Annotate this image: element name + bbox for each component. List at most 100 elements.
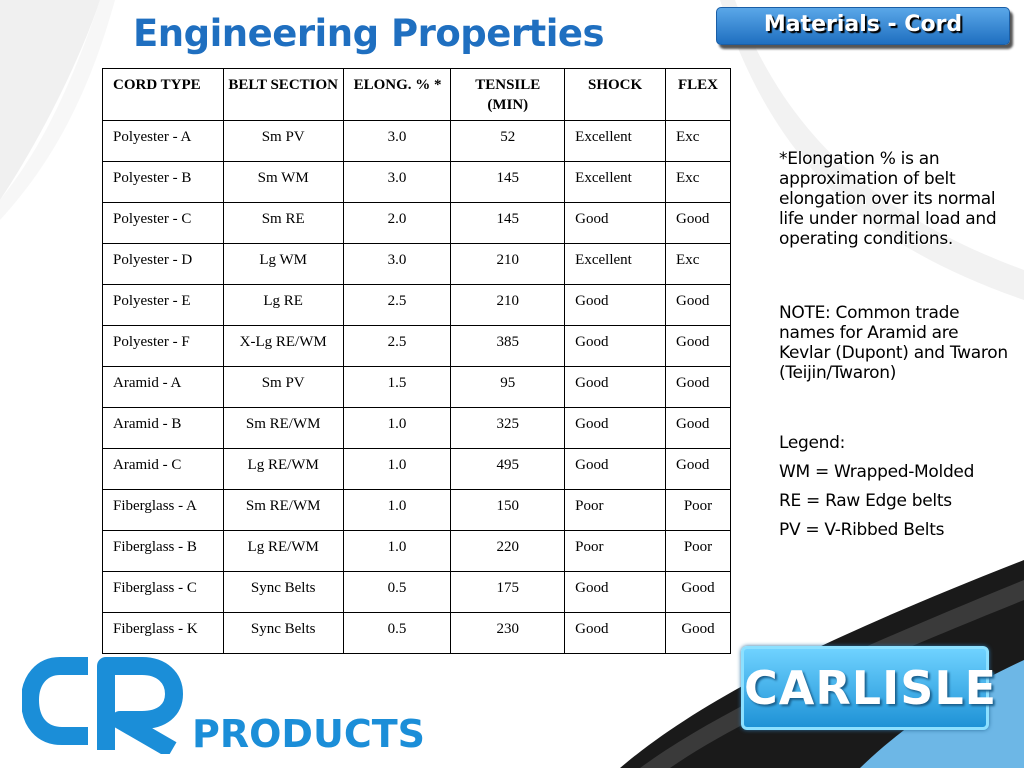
table-row: Polyester - F X-Lg RE/WM 2.5 385 Good Go… — [102, 325, 731, 367]
cell-tensile: 325 — [450, 407, 566, 449]
cell-tensile: 210 — [450, 284, 566, 326]
cell-tensile: 210 — [450, 243, 566, 285]
cell-flex: Exc — [665, 161, 731, 203]
cell-tensile: 220 — [450, 530, 566, 572]
cell-shock: Good — [564, 407, 667, 449]
table-row: Polyester - B Sm WM 3.0 145 Excellent Ex… — [102, 161, 731, 203]
products-wordmark: PRODUCTS — [192, 712, 425, 756]
cell-elongation: 2.0 — [342, 202, 452, 244]
cell-shock: Good — [564, 571, 667, 613]
cell-cord-type: Polyester - D — [102, 243, 224, 285]
cell-cord-type: Polyester - F — [102, 325, 224, 367]
legend-item-pv: PV = V-Ribbed Belts — [779, 520, 945, 540]
column-header-flex: FLEX — [665, 68, 731, 121]
cell-elongation: 1.0 — [342, 407, 452, 449]
table-row: Polyester - A Sm PV 3.0 52 Excellent Exc — [102, 120, 731, 162]
table-row: Aramid - B Sm RE/WM 1.0 325 Good Good — [102, 407, 731, 449]
cell-flex: Good — [665, 325, 731, 367]
cell-tensile: 150 — [450, 489, 566, 531]
cell-flex: Good — [665, 571, 731, 613]
cell-cord-type: Aramid - C — [102, 448, 224, 490]
table-header-row: CORD TYPE BELT SECTION ELONG. % * TENSIL… — [102, 68, 731, 121]
cell-elongation: 2.5 — [342, 284, 452, 326]
aramid-note: NOTE: Common trade names for Aramid are … — [779, 303, 1008, 383]
cell-flex: Exc — [665, 120, 731, 162]
cell-elongation: 3.0 — [342, 120, 452, 162]
cell-flex: Poor — [665, 489, 731, 531]
table-row: Fiberglass - B Lg RE/WM 1.0 220 Poor Poo… — [102, 530, 731, 572]
cell-elongation: 3.0 — [342, 161, 452, 203]
cell-tensile: 145 — [450, 161, 566, 203]
cell-flex: Poor — [665, 530, 731, 572]
cell-shock: Excellent — [564, 243, 667, 285]
cell-tensile: 230 — [450, 612, 566, 654]
cell-shock: Poor — [564, 530, 667, 572]
cell-belt-section: Sync Belts — [222, 612, 344, 654]
section-badge: Materials - Cord — [716, 7, 1010, 45]
cell-elongation: 1.0 — [342, 448, 452, 490]
cell-shock: Good — [564, 612, 667, 654]
table-row: Fiberglass - C Sync Belts 0.5 175 Good G… — [102, 571, 731, 613]
cell-elongation: 0.5 — [342, 571, 452, 613]
cell-tensile: 52 — [450, 120, 566, 162]
cell-flex: Exc — [665, 243, 731, 285]
cell-tensile: 385 — [450, 325, 566, 367]
cell-shock: Good — [564, 202, 667, 244]
cell-belt-section: Sm PV — [222, 366, 344, 408]
table-row: Aramid - C Lg RE/WM 1.0 495 Good Good — [102, 448, 731, 490]
cell-flex: Good — [665, 612, 731, 654]
cell-cord-type: Aramid - B — [102, 407, 224, 449]
cell-cord-type: Fiberglass - A — [102, 489, 224, 531]
table-row: Fiberglass - K Sync Belts 0.5 230 Good G… — [102, 612, 731, 654]
cell-tensile: 145 — [450, 202, 566, 244]
properties-table: CORD TYPE BELT SECTION ELONG. % * TENSIL… — [102, 68, 731, 654]
cell-flex: Good — [665, 407, 731, 449]
table-row: Polyester - D Lg WM 3.0 210 Excellent Ex… — [102, 243, 731, 285]
cell-belt-section: Sync Belts — [222, 571, 344, 613]
cell-shock: Good — [564, 325, 667, 367]
legend-title: Legend: — [779, 433, 846, 453]
legend-item-wm: WM = Wrapped-Molded — [779, 462, 975, 482]
column-header-tensile: TENSILE (MIN) — [450, 68, 566, 121]
cell-flex: Good — [665, 366, 731, 408]
cell-belt-section: Sm WM — [222, 161, 344, 203]
cell-elongation: 1.0 — [342, 530, 452, 572]
column-header-cord-type: CORD TYPE — [102, 68, 224, 121]
cell-belt-section: Sm PV — [222, 120, 344, 162]
cell-cord-type: Polyester - C — [102, 202, 224, 244]
cell-elongation: 1.0 — [342, 489, 452, 531]
cell-cord-type: Fiberglass - C — [102, 571, 224, 613]
table-row: Aramid - A Sm PV 1.5 95 Good Good — [102, 366, 731, 408]
cell-belt-section: X-Lg RE/WM — [222, 325, 344, 367]
column-header-shock: SHOCK — [564, 68, 667, 121]
cell-cord-type: Fiberglass - B — [102, 530, 224, 572]
cell-belt-section: Lg RE/WM — [222, 448, 344, 490]
cell-tensile: 95 — [450, 366, 566, 408]
legend-item-re: RE = Raw Edge belts — [779, 491, 952, 511]
cell-belt-section: Lg RE/WM — [222, 530, 344, 572]
cell-belt-section: Sm RE — [222, 202, 344, 244]
cell-cord-type: Polyester - E — [102, 284, 224, 326]
cell-belt-section: Sm RE/WM — [222, 407, 344, 449]
cell-elongation: 3.0 — [342, 243, 452, 285]
cell-elongation: 2.5 — [342, 325, 452, 367]
cell-belt-section: Sm RE/WM — [222, 489, 344, 531]
cell-shock: Excellent — [564, 161, 667, 203]
cell-belt-section: Lg RE — [222, 284, 344, 326]
cell-shock: Good — [564, 366, 667, 408]
column-header-elongation: ELONG. % * — [342, 68, 452, 121]
elongation-footnote: *Elongation % is an approximation of bel… — [779, 149, 997, 249]
table-row: Fiberglass - A Sm RE/WM 1.0 150 Poor Poo… — [102, 489, 731, 531]
cell-tensile: 175 — [450, 571, 566, 613]
cell-cord-type: Fiberglass - K — [102, 612, 224, 654]
table-row: Polyester - C Sm RE 2.0 145 Good Good — [102, 202, 731, 244]
cell-shock: Good — [564, 448, 667, 490]
cell-shock: Good — [564, 284, 667, 326]
cell-shock: Poor — [564, 489, 667, 531]
cell-cord-type: Polyester - A — [102, 120, 224, 162]
cell-flex: Good — [665, 202, 731, 244]
page-title: Engineering Properties — [133, 12, 605, 55]
cell-cord-type: Aramid - A — [102, 366, 224, 408]
cell-flex: Good — [665, 284, 731, 326]
table-row: Polyester - E Lg RE 2.5 210 Good Good — [102, 284, 731, 326]
